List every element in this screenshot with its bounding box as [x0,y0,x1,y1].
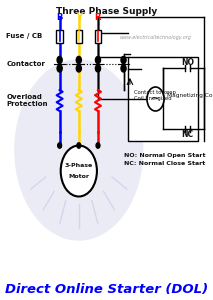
Circle shape [121,65,126,72]
Circle shape [95,56,101,64]
Text: NC: NC [181,130,193,139]
Text: Fuse / CB: Fuse / CB [6,33,43,39]
Circle shape [61,146,97,196]
Text: Direct Online Starter (DOL): Direct Online Starter (DOL) [5,283,208,296]
Text: Three Phase Supply: Three Phase Supply [56,8,157,16]
Text: ~: ~ [151,94,160,104]
Text: Overload
Protection: Overload Protection [6,94,48,107]
Bar [128,57,198,141]
Circle shape [57,56,62,64]
Text: Contactor: Contactor [6,61,45,67]
Text: R: R [95,14,101,22]
Circle shape [147,87,164,111]
Circle shape [57,65,62,72]
Text: Contact to keep
Coil Energized: Contact to keep Coil Energized [134,90,176,101]
Circle shape [76,56,81,64]
Text: NO: NO [181,58,194,67]
Text: www.electricaltechnology.org: www.electricaltechnology.org [119,35,191,40]
Bar [76,30,82,43]
Bar [95,30,101,43]
Circle shape [96,143,100,148]
Text: B: B [56,14,63,22]
Text: Y: Y [76,14,82,22]
Circle shape [121,56,126,64]
Circle shape [77,143,81,148]
Bar [56,30,63,43]
Text: Magnetizing Coil: Magnetizing Coil [167,94,213,98]
Text: Motor: Motor [68,175,89,179]
Text: 3-Phase: 3-Phase [65,163,93,168]
Circle shape [58,143,62,148]
Circle shape [76,65,81,72]
Circle shape [15,60,143,240]
Text: NO: Normal Open Start: NO: Normal Open Start [124,153,205,158]
Text: NC: Normal Close Start: NC: Normal Close Start [124,161,205,166]
Circle shape [95,65,101,72]
